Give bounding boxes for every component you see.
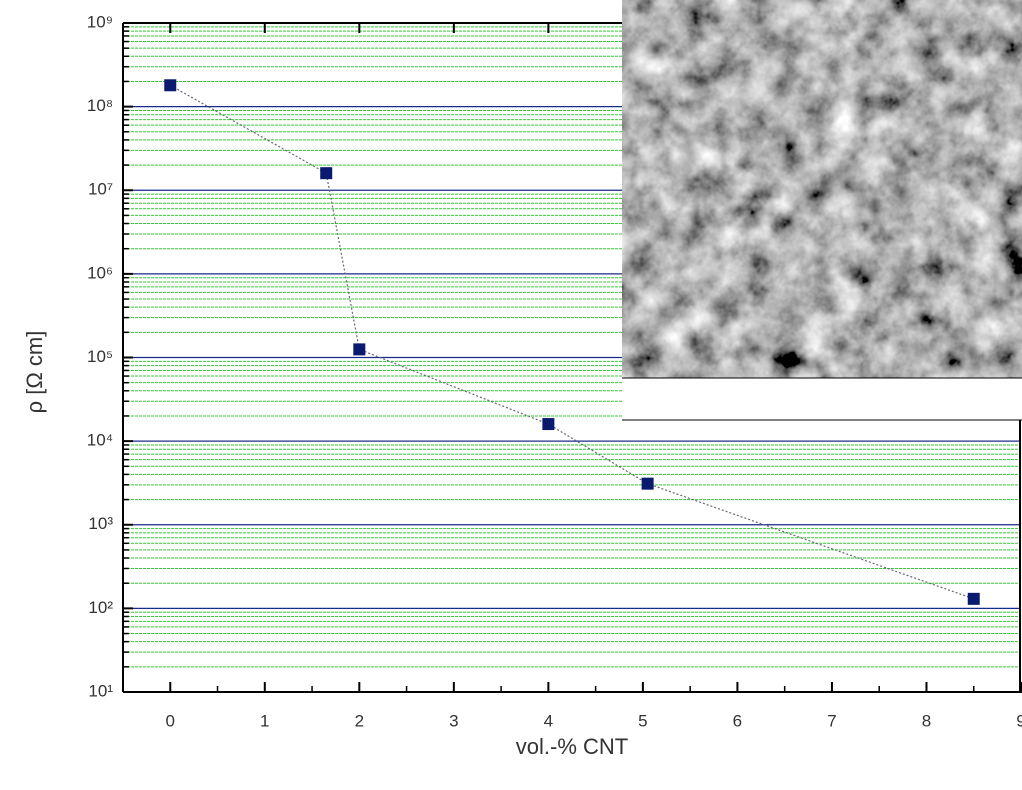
inset-caption-box bbox=[622, 378, 1022, 420]
x-tick-label: 2 bbox=[355, 711, 364, 730]
x-tick-label: 0 bbox=[166, 711, 175, 730]
sem-texture bbox=[622, 0, 1022, 378]
x-tick-label: 6 bbox=[733, 711, 742, 730]
y-tick-label: 10⁷ bbox=[88, 180, 113, 199]
data-point bbox=[641, 477, 654, 490]
x-tick-label: 8 bbox=[922, 711, 931, 730]
x-tick-label: 5 bbox=[638, 711, 647, 730]
data-point bbox=[353, 343, 366, 356]
data-point bbox=[542, 418, 555, 431]
y-tick-label: 10³ bbox=[88, 514, 113, 533]
trend-line bbox=[169, 84, 974, 600]
x-tick-label: 7 bbox=[827, 711, 836, 730]
y-tick-label: 10⁸ bbox=[87, 96, 113, 115]
y-tick-label: 10⁵ bbox=[87, 347, 113, 366]
plot-area bbox=[164, 79, 980, 605]
y-tick-label: 10¹ bbox=[88, 681, 113, 700]
x-axis-title: vol.-% CNT bbox=[516, 734, 628, 759]
x-tick-label: 4 bbox=[544, 711, 553, 730]
y-tick-label: 10² bbox=[88, 598, 113, 617]
data-point bbox=[164, 79, 177, 92]
y-tick-label: 10⁴ bbox=[87, 431, 113, 450]
y-tick-label: 10⁹ bbox=[87, 12, 113, 31]
axes: 10¹ 10² 10³ 10⁴ 10⁵ 10⁶ 10⁷ 10⁸ 10⁹ 0 1 2 3 4 5 6 7 8 9 bbox=[87, 12, 1022, 730]
x-tick-label: 3 bbox=[449, 711, 458, 730]
x-tick-label: 1 bbox=[260, 711, 269, 730]
y-tick-label: 10⁶ bbox=[87, 263, 113, 282]
data-point bbox=[967, 592, 980, 605]
x-tick-label: 9 bbox=[1016, 711, 1022, 730]
inset bbox=[622, 0, 1022, 421]
y-axis-title: ρ [Ω cm] bbox=[22, 331, 47, 414]
data-point bbox=[320, 167, 333, 180]
